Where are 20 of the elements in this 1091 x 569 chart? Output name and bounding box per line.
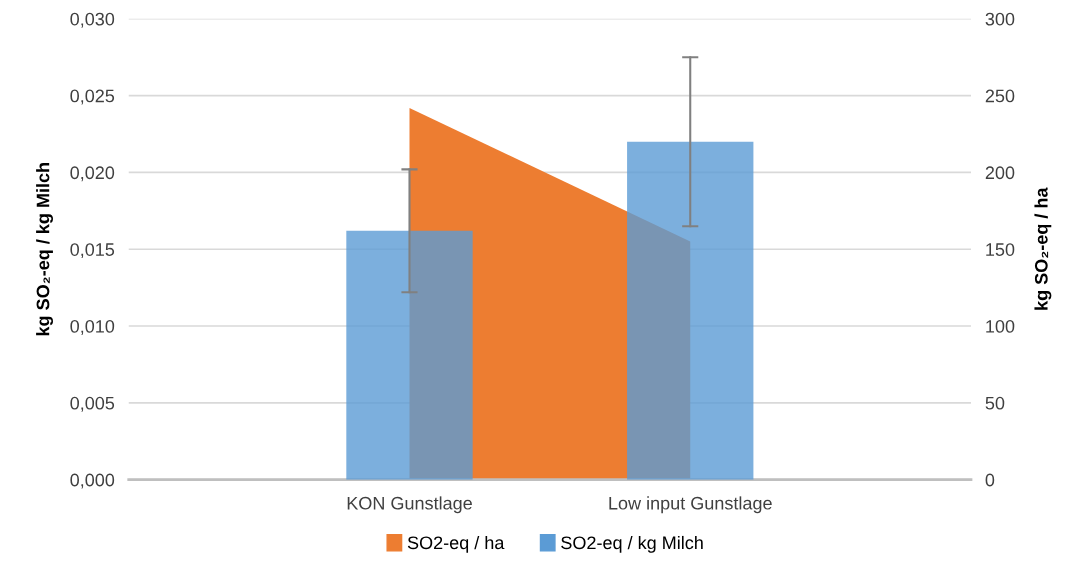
y-tick-label: 0,025 — [70, 89, 115, 105]
legend-label: SO2-eq / kg Milch — [561, 535, 703, 553]
legend-label: SO2-eq / ha — [407, 535, 505, 553]
y2-tick-label: 0 — [985, 473, 995, 487]
y2-tick-label: 300 — [985, 12, 1015, 26]
y2-tick-label: 250 — [985, 89, 1015, 103]
y2-axis-title: kg SO₂-eq / ha — [1034, 187, 1052, 310]
y2-tick-label: 100 — [986, 319, 1015, 333]
y-tick-label: 0,015 — [70, 243, 115, 259]
y2-tick-label: 200 — [985, 166, 1015, 180]
y-tick-label: 0,010 — [70, 319, 115, 335]
y-tick-label: 0,000 — [70, 473, 115, 489]
x-tick-label: Low input Gunstlage — [609, 496, 772, 514]
y-tick-label: 0,005 — [70, 396, 115, 412]
y-tick-label: 0,030 — [70, 12, 115, 28]
y-tick-label: 0,020 — [70, 166, 115, 182]
y-axis-title: kg SO₂-eq / kg Milch — [36, 163, 53, 336]
x-tick-label: KON Gunstlage — [347, 496, 472, 514]
y2-tick-label: 150 — [986, 243, 1015, 256]
y2-tick-label: 50 — [985, 396, 1005, 410]
